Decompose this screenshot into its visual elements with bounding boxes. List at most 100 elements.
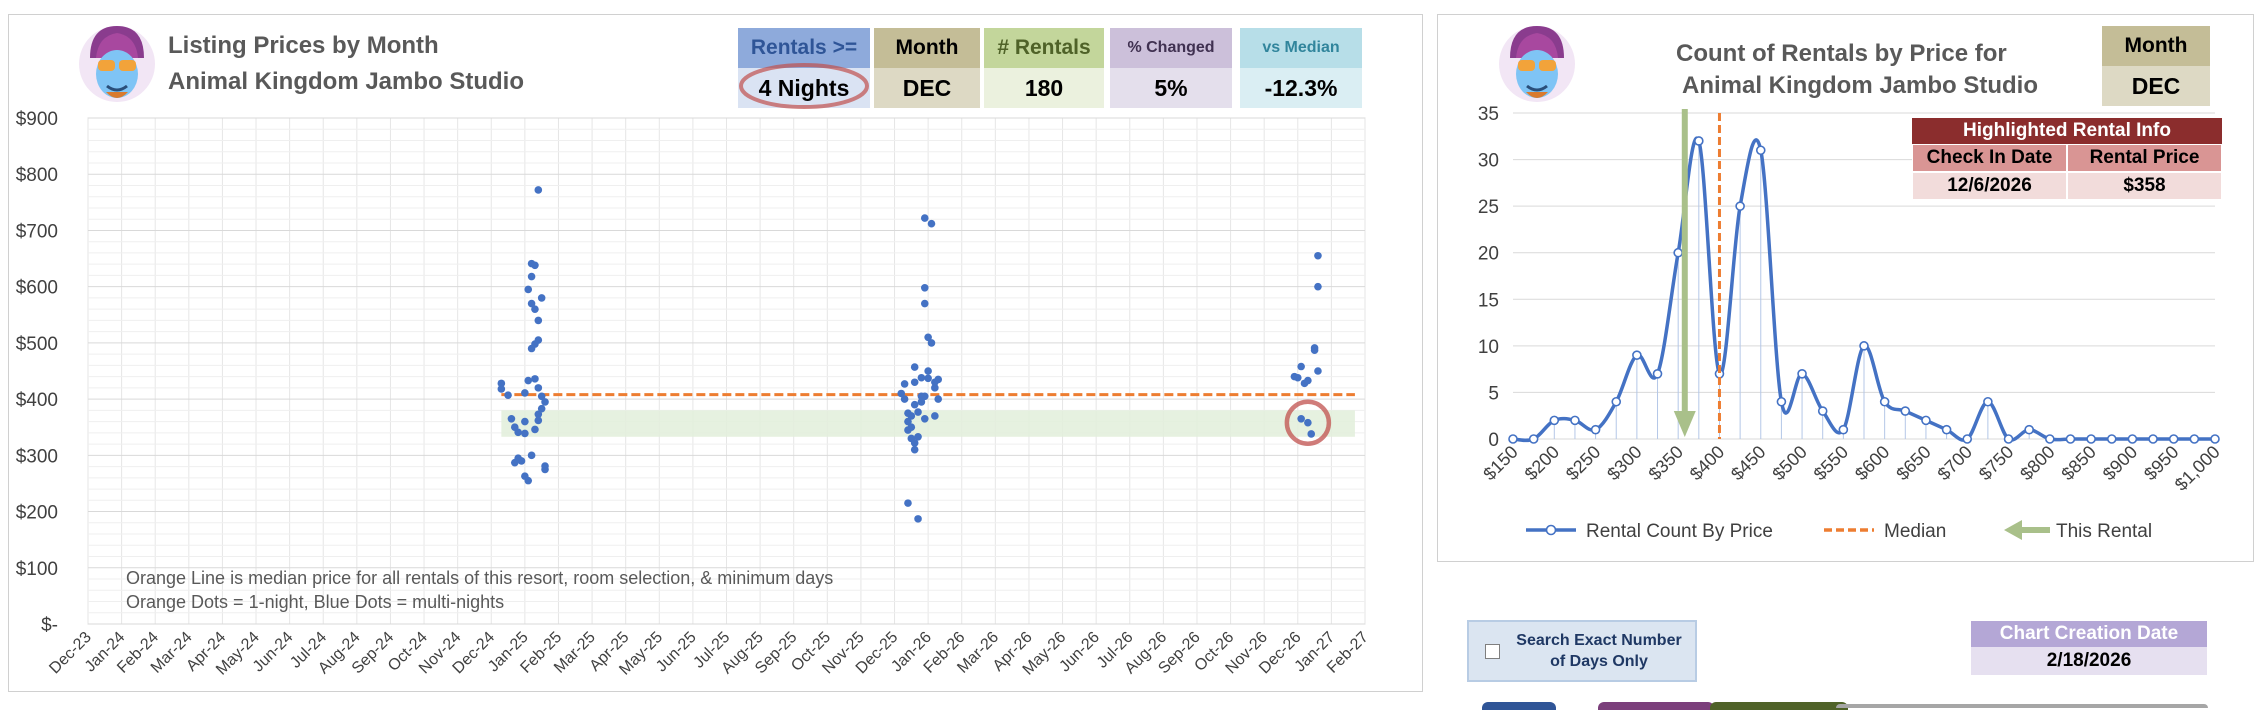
price-point [531, 375, 539, 383]
rental-price-header: Rental Price [2067, 144, 2222, 172]
rental-count-point [1611, 396, 1622, 407]
price-point [897, 389, 906, 398]
checkin-date-value: 12/6/2026 [1912, 172, 2067, 200]
price-point [900, 395, 909, 403]
rental-count-point [1962, 434, 1973, 444]
price-point [904, 417, 912, 426]
kpi-vs-median: vs Median -12.3% [1240, 28, 1362, 108]
exact-days-label: Search Exact Number of Days Only [1509, 630, 1689, 672]
price-point [931, 384, 939, 392]
rental-count-point [1694, 136, 1704, 146]
highlighted-rental-col-headers: Check In Date Rental Price [1912, 144, 2222, 172]
rental-count-point [1508, 434, 1518, 444]
kpi-pct-changed-value: 5% [1110, 68, 1232, 108]
price-point [914, 515, 922, 523]
price-point [917, 398, 926, 406]
price-point [497, 385, 506, 393]
price-point [527, 299, 536, 308]
price-point [1293, 373, 1302, 382]
price-point [527, 272, 536, 281]
price-point [534, 410, 543, 419]
rental-count-point [1797, 368, 1807, 379]
price-point [934, 395, 943, 403]
price-point [910, 439, 919, 447]
kpi-vs-median-value: -12.3% [1240, 68, 1362, 108]
chart-note-median: Orange Line is median price for all rent… [126, 568, 834, 588]
kpi-month-value: DEC [874, 68, 980, 108]
x-tick-label: $300 [1603, 442, 1645, 484]
right-month-label: Month [2102, 26, 2210, 66]
price-point [521, 417, 529, 426]
legend-series-marker [1545, 524, 1557, 536]
rental-count-point [1570, 415, 1580, 426]
y-tick-label: $- [41, 615, 58, 636]
x-tick-label: $250 [1562, 442, 1604, 484]
exact-days-control[interactable]: Search Exact Number of Days Only [1467, 620, 1697, 682]
rental-count-point [1528, 434, 1539, 444]
x-tick-label: $500 [1768, 442, 1810, 484]
x-tick-label: $900 [2099, 442, 2141, 484]
bottom-button-4[interactable] [1836, 704, 2208, 708]
kpi-pct-changed: % Changed 5% [1110, 28, 1232, 108]
price-point [1310, 344, 1319, 352]
price-point [910, 363, 919, 371]
y-tick-label: $200 [16, 503, 58, 524]
left-chart-title-line2: Animal Kingdom Jambo Studio [168, 68, 525, 95]
rental-count-point [2065, 434, 2076, 444]
price-point [920, 299, 929, 308]
highlighted-rental-header: Highlighted Rental Info [1912, 118, 2222, 144]
kpi-min-nights-label: Rentals >= [738, 28, 870, 68]
price-point [1297, 414, 1305, 423]
kpi-month-label: Month [874, 28, 980, 68]
bottom-button-1[interactable] [1482, 702, 1556, 710]
rental-count-point [1921, 415, 1931, 426]
price-point [537, 392, 546, 401]
rental-count-point [1735, 201, 1745, 211]
x-tick-label: $400 [1686, 442, 1728, 484]
kpi-vs-median-label: vs Median [1240, 28, 1362, 68]
price-point [910, 445, 919, 454]
chart-creation-date-label: Chart Creation Date [1971, 621, 2207, 647]
price-point [914, 408, 922, 416]
rental-count-point [2168, 434, 2179, 444]
legend-this-rental-arrow [2004, 520, 2050, 540]
rental-price-value: $358 [2067, 172, 2222, 200]
x-tick-label: $350 [1645, 442, 1687, 484]
exact-days-label-line2: of Days Only [1550, 653, 1648, 670]
price-point [514, 428, 522, 437]
exact-days-label-line1: Search Exact Number [1516, 632, 1682, 649]
exact-days-checkbox[interactable] [1485, 644, 1500, 659]
y-tick-label: $400 [16, 390, 58, 411]
x-tick-label: $700 [1934, 442, 1976, 484]
y-tick-label: $600 [16, 278, 58, 299]
price-point [907, 423, 916, 432]
genie-avatar-right [1499, 26, 1575, 102]
x-tick-label: $200 [1521, 442, 1563, 484]
highlighted-rental-ring [1284, 399, 1332, 446]
price-point [541, 465, 549, 474]
rental-count-point [1838, 424, 1849, 435]
price-point [537, 294, 546, 302]
price-point [910, 400, 919, 409]
right-month-box: Month DEC [2102, 26, 2210, 106]
price-point [531, 261, 539, 270]
min-nights-highlight-ring [739, 63, 869, 109]
kpi-pct-changed-label: % Changed [1110, 28, 1232, 68]
price-point [924, 333, 932, 342]
price-point [1304, 376, 1312, 385]
bottom-button-3[interactable] [1710, 702, 1848, 710]
bottom-button-2[interactable] [1598, 702, 1714, 710]
y-tick-label: $500 [16, 334, 58, 355]
x-tick-label: $650 [1892, 442, 1934, 484]
price-point [917, 373, 926, 382]
listing-price-scatter-chart: $-$100$200$300$400$500$600$700$800$900De… [16, 109, 1372, 679]
x-tick-label: $750 [1975, 442, 2017, 484]
rental-count-point [1776, 396, 1787, 407]
price-point [517, 457, 526, 465]
highlighted-rental-info: Highlighted Rental Info Check In Date Re… [1912, 118, 2222, 200]
price-point [534, 316, 543, 325]
kpi-month: Month DEC [874, 28, 980, 108]
x-tick-label: $1,000 [2171, 442, 2224, 495]
price-point [531, 425, 539, 434]
price-point [521, 389, 529, 397]
